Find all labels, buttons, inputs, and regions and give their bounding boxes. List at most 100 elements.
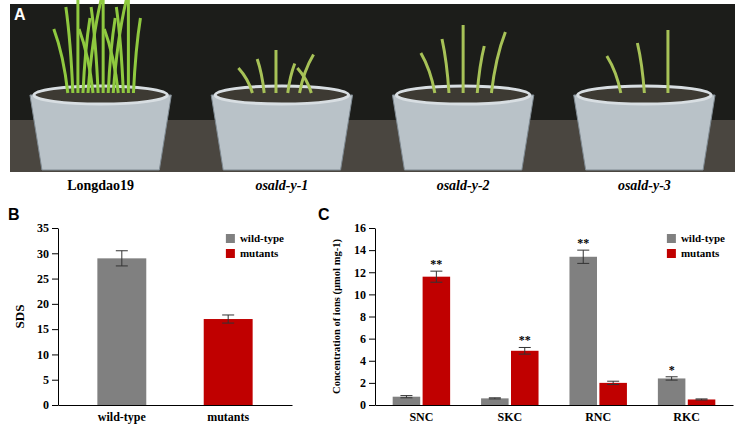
y-tick-mark [369, 228, 375, 229]
y-tick-label: 0 [43, 398, 49, 412]
error-bar-cap [116, 265, 128, 266]
bar [569, 257, 597, 405]
plot-area [393, 250, 716, 405]
plant-leaf [127, 0, 130, 93]
y-tick-mark [369, 294, 375, 295]
pot-soil [215, 86, 348, 104]
y-tick: 8 [360, 310, 375, 324]
error-bar-cap [696, 400, 708, 401]
error-bar-cap [607, 381, 619, 382]
pot-body [211, 95, 352, 170]
pot [30, 0, 171, 170]
error-bar-cap [696, 398, 708, 399]
legend-label: mutants [240, 247, 279, 259]
photo-label: osald-y-1 [255, 178, 308, 193]
panel-letter: C [318, 206, 330, 223]
x-tick-label: RNC [585, 410, 611, 424]
plant-leaf [76, 0, 79, 93]
plant-leaf [274, 50, 277, 93]
legend-item: mutants [667, 247, 720, 259]
y-tick: 0 [360, 398, 375, 412]
plant-leaf [637, 43, 644, 93]
panel-letter: A [14, 6, 26, 23]
chart-panel: 0246810121416SNCSKCRNCRKC*******Concentr… [318, 206, 734, 424]
y-tick-label: 35 [37, 221, 49, 235]
bar [393, 397, 421, 405]
legend: wild-type mutants [667, 232, 725, 259]
y-tick-mark [369, 250, 375, 251]
y-tick: 2 [360, 376, 375, 390]
y-tick-mark [52, 253, 58, 254]
legend-label: wild-type [240, 232, 284, 244]
error-bar-cap [430, 282, 442, 283]
pot-body [574, 95, 715, 170]
photo-label: osald-y-2 [437, 178, 490, 193]
plant-leaf [607, 56, 621, 93]
legend-swatch [667, 249, 676, 258]
plant-leaf [462, 25, 465, 93]
error-bar-cap [222, 323, 234, 324]
y-tick-label: 10 [37, 348, 49, 362]
plot-area [97, 251, 252, 405]
y-tick-label: 2 [360, 376, 366, 390]
y-tick-label: 15 [37, 322, 49, 336]
x-tick: RKC [673, 410, 700, 424]
bar [688, 399, 716, 405]
error-bar [400, 396, 412, 398]
plant-leaf [421, 53, 435, 93]
error-bar-cap [116, 250, 128, 251]
y-tick-mark [52, 228, 58, 229]
y-tick: 6 [360, 332, 375, 346]
y-tick: 20 [37, 297, 58, 311]
error-bar-cap [400, 395, 412, 396]
y-tick: 30 [37, 247, 58, 261]
x-tick: RNC [585, 410, 611, 424]
y-tick-label: 20 [37, 297, 49, 311]
pot [392, 25, 533, 170]
photo-label: Longdao19 [67, 178, 134, 193]
error-bar-stem [121, 251, 122, 266]
x-tick-label: wild-type [98, 410, 147, 424]
legend-item: mutants [226, 247, 279, 259]
bar [97, 258, 146, 405]
y-tick-mark [52, 329, 58, 330]
y-tick: 35 [37, 221, 58, 235]
y-axis-line [375, 229, 376, 406]
error-bar [666, 377, 678, 380]
error-bar-cap [489, 397, 501, 398]
bar [658, 378, 686, 405]
error-bar [116, 251, 128, 266]
error-bar [519, 347, 531, 354]
y-axis-line [58, 229, 59, 406]
y-tick-mark [52, 279, 58, 280]
x-tick-label: mutants [207, 410, 249, 424]
plant-leaf [102, 0, 105, 93]
error-bar-stem [524, 347, 525, 354]
y-tick-mark [369, 405, 375, 406]
photo-label: osald-y-3 [618, 178, 671, 193]
y-axis: 05101520253035 [37, 221, 59, 412]
y-tick-mark [52, 380, 58, 381]
y-tick: 0 [43, 398, 58, 412]
error-bar-cap [577, 263, 589, 264]
legend-item: wild-type [226, 232, 284, 244]
x-tick: SKC [497, 410, 522, 424]
y-tick: 10 [37, 348, 58, 362]
error-bar-cap [666, 380, 678, 381]
pot-soil [34, 86, 167, 104]
bar [511, 351, 539, 405]
y-tick-label: 14 [354, 243, 366, 257]
error-bar-stem [583, 250, 584, 263]
pot-body [392, 95, 533, 170]
y-tick: 25 [37, 272, 58, 286]
error-bar [489, 398, 501, 399]
legend-item: wild-type [667, 232, 725, 244]
y-tick-mark [369, 317, 375, 318]
significance-label: ** [519, 333, 531, 347]
x-axis: wild-type mutants [59, 406, 293, 424]
error-bar-cap [607, 384, 619, 385]
significance-label: ** [430, 257, 442, 271]
plant-leaf [133, 18, 140, 93]
plant-leaf [66, 7, 73, 93]
y-axis-title: Concentration of ions (µmol mg-1) [331, 239, 343, 394]
